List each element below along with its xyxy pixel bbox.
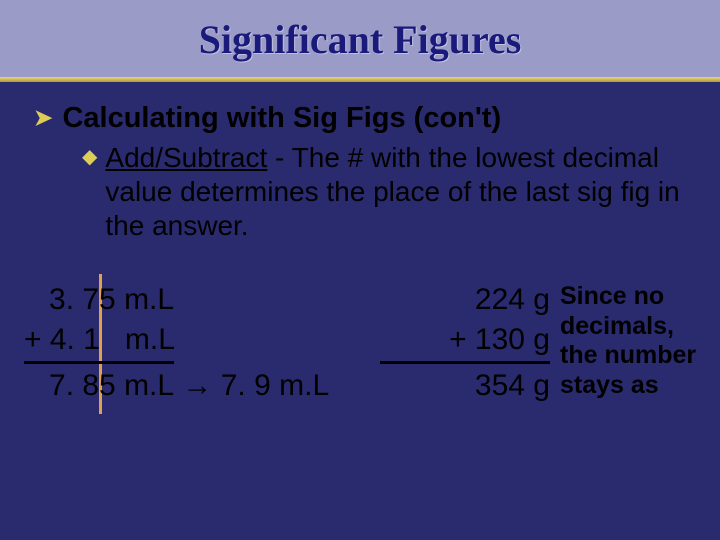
example-1-line-1: 3. 75 m.L (24, 280, 329, 320)
example-1-line-2: + 4. 1 m.L (24, 320, 329, 360)
example-1-sum: 7. 85 m.L (24, 361, 174, 406)
example-2-line-1: 224 g (380, 280, 550, 320)
example-2-sum: 354 g (380, 361, 550, 406)
arrow-icon: → (174, 369, 221, 402)
example-2-line-2: + 130 g (380, 320, 550, 360)
slide-title: Significant Figures (199, 16, 522, 63)
example-2: 224 g + 130 g 354 g (380, 280, 550, 406)
example-1-sum-row: 7. 85 m.L → 7. 9 m.L (24, 359, 329, 406)
slide: Significant Figures ➤ Calculating with S… (0, 0, 720, 540)
examples-area: 3. 75 m.L + 4. 1 m.L 7. 85 m.L → 7. 9 m.… (0, 280, 720, 540)
content-area: ➤ Calculating with Sig Figs (con't) ◆ Ad… (0, 90, 720, 243)
example-1: 3. 75 m.L + 4. 1 m.L 7. 85 m.L → 7. 9 m.… (24, 280, 329, 406)
bullet-l2-text: Add/Subtract - The # with the lowest dec… (105, 141, 686, 243)
bullet-l1-text: Calculating with Sig Figs (con't) (62, 102, 501, 135)
arrow-bullet-icon: ➤ (34, 102, 52, 134)
diamond-bullet-icon: ◆ (82, 141, 97, 173)
side-note: Since no decimals, the number stays as (560, 282, 716, 400)
bullet-level-1: ➤ Calculating with Sig Figs (con't) (34, 102, 686, 135)
title-band: Significant Figures (0, 0, 720, 78)
example-2-sum-row: 354 g (380, 359, 550, 406)
bullet-l2-underline: Add/Subtract (105, 142, 267, 173)
bullet-level-2: ◆ Add/Subtract - The # with the lowest d… (82, 141, 686, 243)
example-1-rounded: 7. 9 m.L (221, 369, 329, 402)
